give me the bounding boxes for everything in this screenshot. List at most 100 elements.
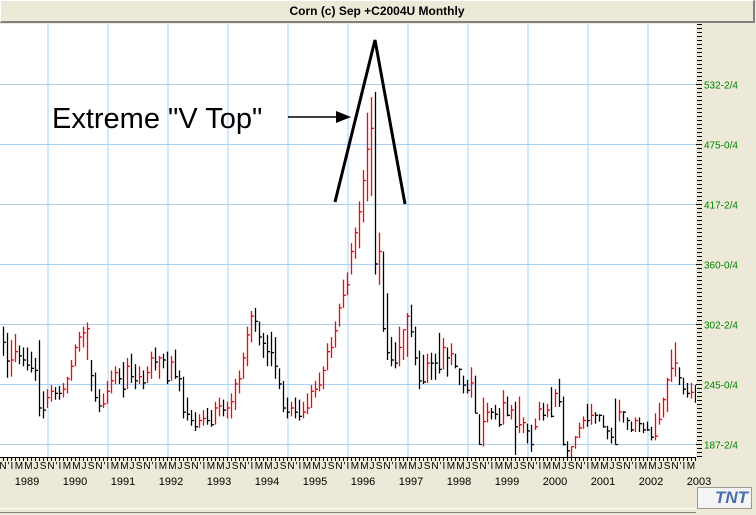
ohlc-bar [142,370,146,390]
ohlc-bar [234,378,238,411]
year-label: 1999 [495,476,519,488]
ohlc-bar [630,421,634,433]
year-label: 2002 [639,476,663,488]
ohlc-bar [274,337,278,379]
ohlc-bar [614,398,618,446]
ohlc-bar [530,424,534,452]
ohlc-bar [466,379,470,394]
ohlc-bar [50,385,54,402]
ohlc-bar [98,389,102,413]
month-label: J [658,461,663,472]
ohlc-bar [438,332,442,374]
ohlc-bar [562,396,566,446]
month-label: J [130,461,135,472]
ohlc-bar [90,360,94,392]
month-label: N [335,461,342,472]
ohlc-bar [42,391,46,419]
y-tick-label: 360-0/4 [704,261,738,272]
logo-text: TNT [714,488,748,507]
ohlc-bar [654,413,658,441]
ohlc-bar [458,368,462,386]
ohlc-bar [578,422,582,439]
tnt-logo: TNT [697,487,752,509]
ohlc-bar [218,397,222,417]
month-label: M [591,461,599,472]
ohlc-bar [402,329,406,361]
month-label: J [514,461,519,472]
grid-lines [0,24,696,457]
ohlc-bar [422,354,426,385]
year-label: 1991 [111,476,135,488]
month-label: N [191,461,198,472]
price-bars [2,91,698,459]
annotation-text: Extreme "V Top" [52,103,262,135]
month-label: I [299,461,302,472]
year-label: 2003 [687,476,711,488]
ohlc-bar [378,232,382,285]
ohlc-bar [222,399,226,417]
month-label: ' [104,461,106,472]
ohlc-bar [610,427,614,444]
ohlc-bar [518,396,522,434]
month-label: I [635,461,638,472]
ohlc-bar [558,378,562,407]
horizontal-scrollbar[interactable] [0,508,696,513]
month-label: ' [8,461,10,472]
month-label: ' [248,461,250,472]
month-label: J [322,461,327,472]
month-label: M [264,461,272,472]
ohlc-bar [626,417,630,430]
year-label: 1995 [303,476,327,488]
ohlc-bar [478,414,482,446]
ohlc-bar [674,342,678,377]
ohlc-bar [334,321,338,348]
ohlc-bar [238,370,242,394]
month-label: N [623,461,630,472]
month-label: M [159,461,167,472]
ohlc-bar [418,350,422,390]
year-label: 1990 [63,476,87,488]
ohlc-bar [658,402,662,425]
month-label: ' [680,461,682,472]
y-tick-label: 475-0/4 [704,141,738,152]
month-label: M [111,461,119,472]
ohlc-bar [582,416,586,429]
month-label: N [527,461,534,472]
ohlc-bar [166,351,170,385]
ohlc-bar [254,307,258,332]
month-label: I [107,461,110,472]
ohlc-bar [94,372,98,402]
ohlc-bar [190,410,194,426]
year-label: 1993 [207,476,231,488]
ohlc-bar [18,345,22,365]
month-label: S [184,461,191,472]
month-label: S [472,461,479,472]
month-label: I [203,461,206,472]
month-label: ' [200,461,202,472]
ohlc-bar [682,377,686,395]
month-label: S [424,461,431,472]
month-label: M [216,461,224,472]
ohlc-bar [550,387,554,418]
month-label: M [168,461,176,472]
month-label: S [664,461,671,472]
ohlc-bar [434,353,438,380]
year-label: 1996 [351,476,375,488]
price-chart[interactable]: 532-2/4 475-0/4 417-2/4 360-0/4 302-2/4 245-0… [0,24,756,515]
ohlc-bar [302,401,306,419]
ohlc-bar [282,380,286,413]
ohlc-bar [406,313,410,357]
month-label: I [395,461,398,472]
y-tick-label: 187-2/4 [704,441,738,452]
month-label: M [447,461,455,472]
ohlc-bar [574,436,578,449]
y-tick-label: 532-2/4 [704,81,738,92]
month-label: J [178,461,183,472]
month-label: M [408,461,416,472]
ohlc-bar [606,425,610,440]
ohlc-bar [678,367,682,386]
ohlc-bar [310,385,314,409]
month-label: J [466,461,471,472]
month-label: M [351,461,359,472]
ohlc-bar [534,418,538,430]
